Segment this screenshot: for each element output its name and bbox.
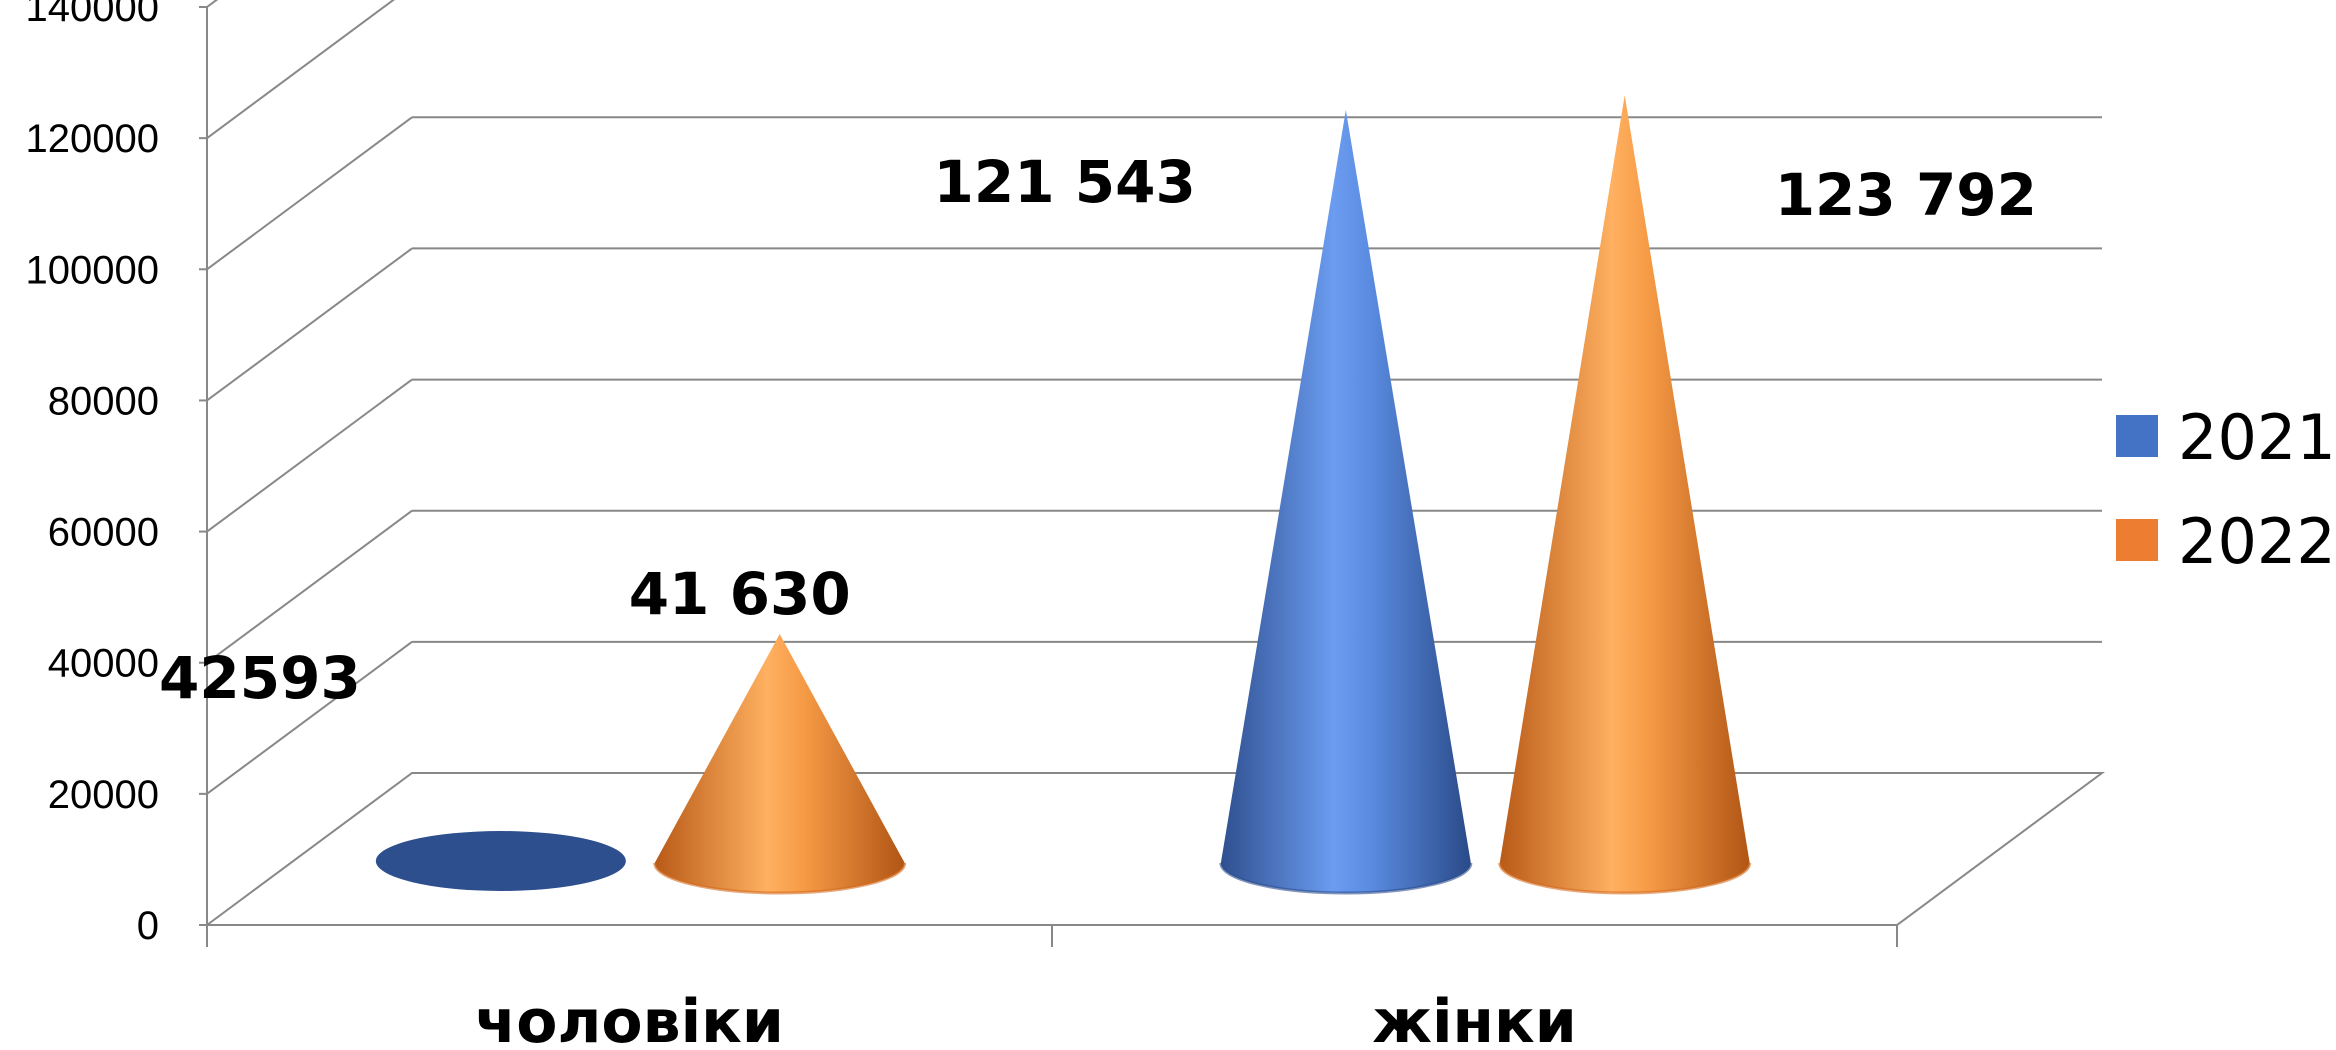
axes: 0 20000 40000 60000 80000 100000 120000 140000 ч… bbox=[26, 0, 2106, 1050]
legend-label-2021: 2021 bbox=[2178, 401, 2336, 474]
cone-body bbox=[1499, 95, 1750, 894]
data-labels: 42593 121 543 41 630 123 792 bbox=[159, 148, 2037, 712]
legend-swatch-2022 bbox=[2116, 519, 2158, 561]
y-tick-label: 20000 bbox=[48, 773, 159, 817]
gridline-side bbox=[206, 116, 413, 271]
y-tick-label: 100000 bbox=[26, 248, 159, 292]
y-tick-label: 140000 bbox=[26, 0, 159, 30]
data-label: 121 543 bbox=[934, 148, 1196, 216]
data-label: 123 792 bbox=[1775, 161, 2037, 229]
y-tick-label: 80000 bbox=[48, 379, 159, 423]
cone-2021-чоловіки bbox=[375, 831, 626, 891]
y-tick-label: 60000 bbox=[48, 511, 159, 555]
legend-label-2022: 2022 bbox=[2178, 505, 2336, 578]
cone-rim bbox=[1498, 862, 1752, 895]
gridline-side bbox=[206, 509, 413, 664]
gridline-side bbox=[206, 0, 219, 8]
gridline-side bbox=[206, 247, 413, 402]
y-tick-label: 40000 bbox=[48, 642, 159, 686]
gridline-side bbox=[206, 378, 413, 533]
cone-body bbox=[654, 634, 905, 894]
cone-body bbox=[1220, 110, 1471, 894]
data-label: 41 630 bbox=[629, 560, 851, 628]
gridline-side bbox=[206, 0, 395, 139]
category-label: чоловіки bbox=[475, 987, 784, 1050]
gridline-side bbox=[206, 641, 413, 795]
cone-rim bbox=[653, 862, 907, 895]
cone-rim bbox=[1219, 862, 1473, 895]
legend-swatch-2021 bbox=[2116, 415, 2158, 457]
cones bbox=[375, 95, 1752, 895]
y-tick-label: 120000 bbox=[26, 117, 159, 161]
cone-2022-жінки bbox=[1498, 95, 1752, 895]
data-label: 42593 bbox=[159, 644, 361, 712]
cone-base bbox=[375, 831, 626, 891]
cone-2022-чоловіки bbox=[653, 634, 907, 895]
category-label: жінки bbox=[1372, 987, 1577, 1050]
grid bbox=[206, 0, 2102, 795]
legend: 2021 2022 bbox=[2116, 401, 2336, 578]
y-tick-label: 0 bbox=[137, 904, 159, 948]
cone-2021-жінки bbox=[1219, 110, 1473, 895]
